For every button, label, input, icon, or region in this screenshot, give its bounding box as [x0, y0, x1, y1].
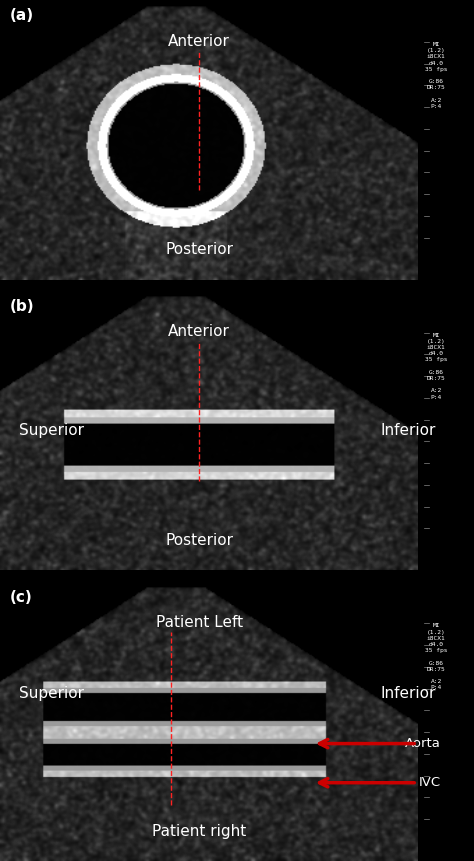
- Text: Anterior: Anterior: [168, 325, 230, 339]
- Text: Superior: Superior: [19, 423, 84, 438]
- Text: (a): (a): [9, 9, 34, 23]
- Text: (c): (c): [9, 590, 32, 604]
- Text: Patient Left: Patient Left: [155, 615, 243, 630]
- Text: Posterior: Posterior: [165, 533, 233, 548]
- Text: Inferior: Inferior: [381, 423, 436, 438]
- Text: Inferior: Inferior: [381, 685, 436, 701]
- Text: MI
(1.2)
i8CX1
d4.0
35 fps

G:86
DR:75

A:2
P:4: MI (1.2) i8CX1 d4.0 35 fps G:86 DR:75 A:…: [425, 332, 447, 400]
- Text: MI
(1.2)
i8CX1
d4.0
35 fps

G:86
DR:75

A:2
P:4: MI (1.2) i8CX1 d4.0 35 fps G:86 DR:75 A:…: [425, 623, 447, 691]
- Text: (b): (b): [9, 299, 34, 314]
- Text: Anterior: Anterior: [168, 34, 230, 48]
- Text: Aorta: Aorta: [405, 737, 441, 750]
- Text: MI
(1.2)
i8CX1
d4.0
35 fps

G:86
DR:75

A:2
P:4: MI (1.2) i8CX1 d4.0 35 fps G:86 DR:75 A:…: [425, 42, 447, 109]
- Text: Superior: Superior: [19, 685, 84, 701]
- Text: IVC: IVC: [419, 777, 441, 790]
- Text: Patient right: Patient right: [152, 824, 246, 839]
- Text: Posterior: Posterior: [165, 242, 233, 257]
